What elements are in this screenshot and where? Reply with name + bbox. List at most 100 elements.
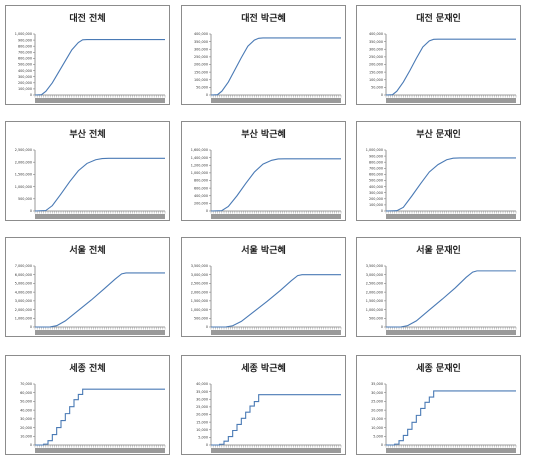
chart-plot: 0 100,000 200,000 300,000 400,000 500,000 600,… [366, 148, 517, 219]
y-tick-label: 2,000,000 [15, 160, 32, 164]
y-tick-label: 3,500,000 [366, 264, 383, 268]
chart-panel: 대전 문재인 0 50,000 100,000 150,000 200,000 250,00… [356, 5, 521, 105]
y-tick-label: 25,000 [196, 405, 208, 409]
series-line [34, 157, 165, 212]
y-tick-label: 50,000 [196, 86, 208, 90]
y-tick-label: 100,000 [369, 78, 383, 82]
chart-panel: 세종 박근혜 0 5,000 10,000 15,000 20,000 25,000 30,0… [181, 355, 346, 455]
y-tick-label: 400,000 [194, 194, 208, 198]
y-tick-label: 100,000 [369, 203, 383, 207]
chart-plot: 0 100,000 200,000 300,000 400,000 500,000 600,… [15, 32, 166, 103]
y-tick-label: 1,500,000 [191, 299, 208, 303]
chart-plot: 0 500,000 1,000,000 1,500,000 2,000,000 2,500… [366, 264, 517, 335]
series-line [34, 39, 165, 96]
y-tick-label: 40,000 [196, 382, 208, 386]
x-tick-label-band [386, 98, 516, 103]
x-tick-label-band [35, 448, 165, 453]
chart-panel: 세종 전체 0 10,000 20,000 30,000 40,000 50,000 60,0… [5, 355, 170, 455]
chart-panel: 서울 박근혜 0 500,000 1,000,000 1,500,000 2,000,00… [181, 237, 346, 337]
y-tick-label: 3,000,000 [366, 273, 383, 277]
y-tick-label: 15,000 [196, 420, 208, 424]
y-tick-label: 400,000 [194, 32, 208, 36]
y-tick-label: 0 [206, 325, 208, 329]
series-line [210, 274, 341, 328]
series-line [211, 394, 341, 446]
y-tick-label: 2,000,000 [191, 290, 208, 294]
y-tick-label: 150,000 [369, 70, 383, 74]
y-tick-label: 50,000 [371, 86, 383, 90]
y-tick-label: 10,000 [196, 428, 208, 432]
x-tick-label-band [35, 98, 165, 103]
chart-plot: 0 1,000,000 2,000,000 3,000,000 4,000,000 5,0… [15, 264, 166, 335]
y-tick-label: 20,000 [20, 426, 32, 430]
chart-plot: 0 5,000 10,000 15,000 20,000 25,000 30,000 35,0… [371, 382, 517, 453]
y-tick-label: 1,000,000 [191, 171, 208, 175]
y-tick-label: 600,000 [18, 57, 32, 61]
y-tick-label: 600,000 [369, 173, 383, 177]
y-tick-label: 0 [30, 209, 32, 213]
x-tick-label-band [386, 214, 516, 219]
y-tick-label: 0 [30, 443, 32, 447]
y-tick-label: 1,000,000 [191, 308, 208, 312]
y-tick-label: 2,000,000 [15, 308, 32, 312]
y-tick-label: 20,000 [196, 413, 208, 417]
chart-title: 대전 전체 [69, 14, 106, 24]
y-tick-label: 400,000 [369, 32, 383, 36]
series-line [210, 158, 341, 212]
y-tick-label: 1,000,000 [15, 32, 32, 36]
series-line [385, 38, 516, 96]
chart-plot: 0 5,000 10,000 15,000 20,000 25,000 30,000 35,0… [196, 382, 342, 453]
y-tick-label: 1,000,000 [366, 308, 383, 312]
chart-plot: 0 500,000 1,000,000 1,500,000 2,000,000 2,500… [191, 264, 342, 335]
y-tick-label: 5,000 [198, 436, 208, 440]
chart-plot: 0 200,000 400,000 600,000 800,000 1,000,000 1,… [191, 148, 342, 219]
y-tick-label: 40,000 [20, 408, 32, 412]
y-tick-label: 30,000 [196, 397, 208, 401]
y-tick-label: 2,500,000 [191, 282, 208, 286]
y-tick-label: 7,000,000 [15, 264, 32, 268]
chart-panel: 대전 박근혜 0 50,000 100,000 150,000 200,000 250,00… [181, 5, 346, 105]
chart-title: 서울 박근혜 [241, 246, 286, 256]
y-tick-label: 800,000 [194, 179, 208, 183]
y-tick-label: 600,000 [194, 186, 208, 190]
y-tick-label: 0 [206, 93, 208, 97]
chart-panel: 대전 전체 0 100,000 200,000 300,000 400,000 500,00… [5, 5, 170, 105]
chart-plot: 0 50,000 100,000 150,000 200,000 250,000 300,0… [369, 32, 517, 103]
y-tick-label: 0 [30, 325, 32, 329]
y-tick-label: 0 [381, 209, 383, 213]
chart-title: 서울 전체 [69, 246, 106, 256]
x-tick-label-band [35, 330, 165, 335]
chart-title: 세종 전체 [69, 364, 106, 374]
y-tick-label: 500,000 [18, 197, 32, 201]
y-tick-label: 10,000 [20, 434, 32, 438]
y-tick-label: 500,000 [369, 316, 383, 320]
x-tick-label-band [211, 448, 341, 453]
y-tick-label: 900,000 [369, 154, 383, 158]
y-tick-label: 1,000,000 [15, 316, 32, 320]
y-tick-label: 800,000 [18, 44, 32, 48]
y-tick-label: 5,000,000 [15, 282, 32, 286]
y-tick-label: 1,400,000 [191, 156, 208, 160]
y-tick-label: 0 [206, 209, 208, 213]
y-tick-label: 700,000 [18, 51, 32, 55]
y-tick-label: 10,000 [371, 426, 383, 430]
x-tick-label-band [211, 98, 341, 103]
y-tick-label: 70,000 [20, 382, 32, 386]
y-tick-label: 1,200,000 [191, 163, 208, 167]
chart-panel: 서울 전체 0 1,000,000 2,000,000 3,000,000 4,000,0… [5, 237, 170, 337]
chart-title: 부산 박근혜 [241, 130, 286, 140]
chart-panel: 부산 전체 0 500,000 1,000,000 1,500,000 2,000,000… [5, 121, 170, 221]
y-tick-label: 0 [30, 93, 32, 97]
y-tick-label: 0 [381, 93, 383, 97]
y-tick-label: 300,000 [194, 47, 208, 51]
y-tick-label: 5,000 [373, 434, 383, 438]
y-tick-label: 2,500,000 [366, 282, 383, 286]
y-tick-label: 500,000 [194, 316, 208, 320]
series-line [35, 388, 165, 446]
y-tick-label: 250,000 [369, 55, 383, 59]
y-tick-label: 350,000 [194, 40, 208, 44]
y-tick-label: 300,000 [18, 75, 32, 79]
y-tick-label: 100,000 [194, 78, 208, 82]
chart-title: 대전 박근혜 [241, 14, 286, 24]
